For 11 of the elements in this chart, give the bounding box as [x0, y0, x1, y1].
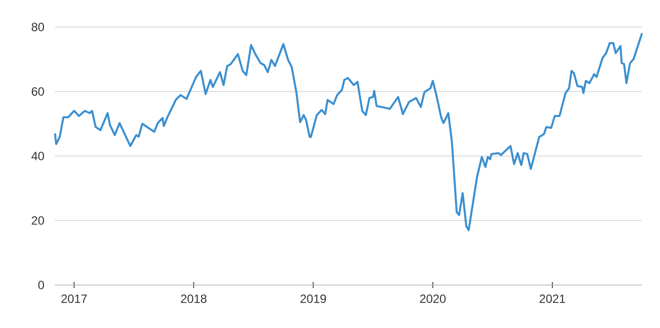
y-tick-label: 0 [38, 280, 44, 290]
x-tick-label: 2018 [180, 294, 206, 303]
line-series [54, 32, 644, 232]
x-tick-label: 2019 [300, 294, 326, 303]
x-tick-label: 2021 [540, 294, 566, 303]
y-tick-label: 60 [32, 87, 44, 96]
y-tick-label: 40 [31, 152, 44, 160]
y-tick-label: 20 [32, 216, 44, 225]
x-tick-label: 2020 [420, 294, 446, 303]
x-tick-label: 2017 [61, 294, 87, 303]
y-tick-label: 80 [32, 22, 44, 32]
